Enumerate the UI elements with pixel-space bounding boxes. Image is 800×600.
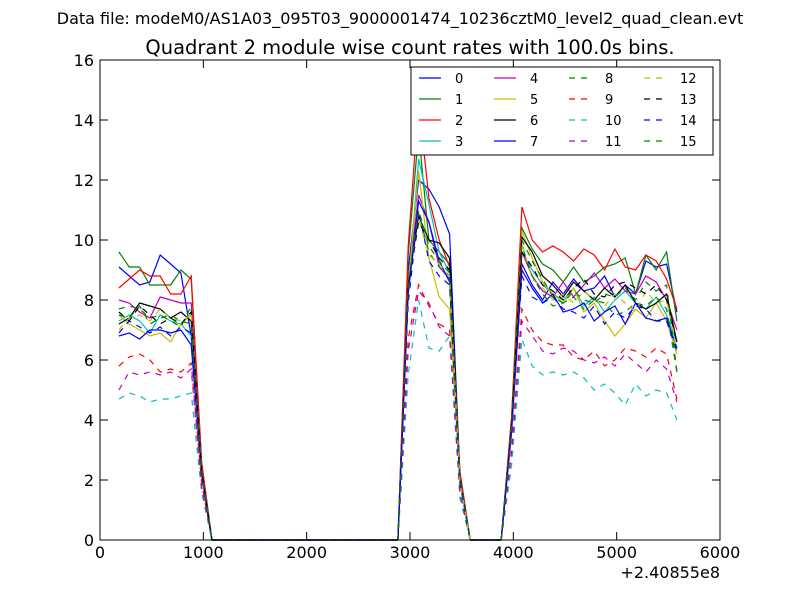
series-13 — [118, 220, 678, 541]
legend-label-5: 5 — [530, 93, 538, 108]
series-7 — [118, 198, 678, 541]
legend-label-0: 0 — [455, 72, 463, 87]
legend-label-7: 7 — [530, 135, 538, 150]
legend-label-3: 3 — [455, 135, 463, 150]
legend-box — [410, 66, 714, 156]
x-tick-label: 6000 — [700, 543, 741, 562]
x-tick-label: 5000 — [596, 543, 637, 562]
legend-label-11: 11 — [605, 135, 622, 150]
x-tick-label: 0 — [95, 543, 105, 562]
chart-title: Quadrant 2 module wise count rates with … — [145, 36, 674, 59]
series-15 — [118, 209, 678, 541]
y-tick-label: 16 — [74, 51, 94, 70]
series-13-line — [397, 220, 471, 541]
series-8-line — [397, 212, 471, 541]
data-file-label: Data file: modeM0/AS1A03_095T03_90000014… — [57, 9, 743, 29]
x-offset-label: +2.40855e8 — [620, 563, 720, 582]
series-0-line — [500, 260, 678, 541]
series-9-line — [500, 306, 678, 541]
series-5 — [118, 170, 678, 541]
series-11-line — [500, 319, 678, 541]
series-12-line — [500, 242, 678, 541]
y-tick-label: 6 — [84, 351, 94, 370]
series-9-line — [397, 283, 471, 541]
legend-label-8: 8 — [605, 72, 613, 87]
series-7-line — [500, 267, 678, 541]
x-tick-label: 2000 — [286, 543, 327, 562]
series-15-line — [118, 304, 213, 541]
series-8 — [118, 212, 678, 541]
legend-label-13: 13 — [680, 93, 697, 108]
series-8-line — [500, 245, 678, 541]
series-10-line — [500, 338, 678, 541]
legend-label-15: 15 — [680, 135, 697, 150]
y-tick-label: 14 — [74, 111, 94, 130]
legend-label-14: 14 — [680, 114, 697, 129]
series-6-line — [500, 235, 678, 541]
legend-label-4: 4 — [530, 72, 538, 87]
series-13-line — [118, 305, 213, 541]
x-tick-label: 3000 — [390, 543, 431, 562]
series-9 — [118, 283, 678, 541]
series-0 — [118, 178, 678, 541]
series-2-line — [118, 269, 213, 541]
series-9-line — [118, 353, 213, 541]
series-5-line — [500, 230, 678, 541]
y-tick-label: 8 — [84, 291, 94, 310]
y-tick-label: 10 — [74, 231, 94, 250]
plot-area — [118, 101, 678, 541]
series-8-line — [118, 303, 213, 541]
x-tick-label: 4000 — [493, 543, 534, 562]
series-15-line — [397, 209, 471, 541]
y-tick-label: 0 — [84, 531, 94, 550]
legend-label-6: 6 — [530, 114, 538, 129]
legend-label-9: 9 — [605, 93, 613, 108]
legend-label-10: 10 — [605, 114, 622, 129]
legend-label-12: 12 — [680, 72, 697, 87]
series-11-line — [118, 367, 213, 541]
series-13-line — [500, 250, 678, 541]
series-15-line — [500, 237, 678, 541]
series-14 — [118, 209, 678, 541]
series-11-line — [397, 289, 471, 541]
series-10-line — [118, 392, 213, 541]
series-11 — [118, 289, 678, 541]
series-2-line — [500, 206, 678, 541]
x-tick-label: 1000 — [183, 543, 224, 562]
y-tick-label: 2 — [84, 471, 94, 490]
series-7-line — [118, 329, 213, 541]
legend-label-2: 2 — [455, 114, 463, 129]
series-14-line — [500, 273, 678, 541]
legend-label-1: 1 — [455, 93, 463, 108]
y-tick-label: 4 — [84, 411, 94, 430]
series-10 — [118, 299, 678, 541]
y-tick-label: 12 — [74, 171, 94, 190]
